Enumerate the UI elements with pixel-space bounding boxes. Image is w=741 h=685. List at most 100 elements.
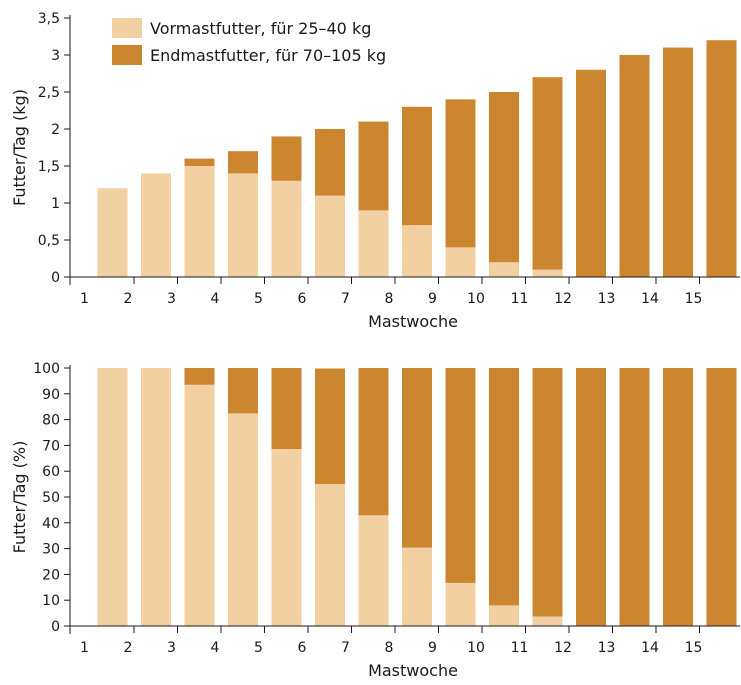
legend: Vormastfutter, für 25–40 kg Endmastfutter…	[112, 18, 386, 65]
x-tick-label: 12	[554, 640, 572, 656]
bar-endmast-week-10	[489, 368, 519, 606]
x-tick-label: 9	[428, 291, 437, 307]
bar-endmast-week-15	[706, 368, 737, 626]
x-tick-label: 10	[467, 640, 485, 656]
bar-endmast-week-3	[184, 158, 215, 166]
bar-endmast-week-11	[532, 368, 563, 617]
bar-endmast-week-12	[576, 368, 606, 626]
bar-endmast-week-9	[445, 368, 476, 583]
x-tick-label: 2	[124, 291, 133, 307]
x-tick-label: 4	[211, 291, 220, 307]
x-tick-label: 2	[124, 640, 133, 656]
x-tick-label: 5	[254, 291, 263, 307]
x-axis-title: Mastwoche	[368, 312, 458, 331]
bar-endmast-week-8	[402, 368, 432, 548]
bar-vormast-week-10	[489, 605, 519, 626]
bar-vormast-week-6	[315, 484, 345, 626]
y-tick-label: 70	[42, 438, 60, 454]
y-tick-label: 1,5	[38, 159, 60, 175]
bar-vormast-week-2	[141, 173, 171, 277]
x-tick-label: 10	[467, 291, 485, 307]
bar-vormast-week-1	[97, 368, 128, 626]
bar-endmast-week-3	[184, 368, 215, 385]
x-tick-label: 12	[554, 291, 572, 307]
legend-swatch-endmast	[112, 45, 142, 65]
y-tick-label: 30	[42, 542, 60, 558]
y-tick-label: 80	[42, 413, 60, 429]
bar-endmast-week-14	[663, 368, 693, 626]
x-tick-label: 6	[298, 291, 307, 307]
bar-vormast-week-7	[358, 515, 389, 626]
bar-vormast-week-11	[532, 616, 563, 626]
y-tick-label: 0	[51, 619, 60, 635]
x-tick-label: 14	[641, 640, 659, 656]
bar-endmast-week-15	[706, 40, 737, 278]
x-tick-label: 1	[80, 640, 89, 656]
x-tick-label: 15	[685, 640, 703, 656]
bar-endmast-week-4	[228, 151, 258, 174]
bar-endmast-week-13	[619, 55, 650, 277]
bar-vormast-week-7	[358, 210, 389, 277]
bar-vormast-week-8	[402, 225, 432, 277]
x-tick-label: 5	[254, 640, 263, 656]
y-tick-label: 90	[42, 387, 60, 403]
bar-vormast-week-10	[489, 262, 519, 277]
y-axis-title: Futter/Tag (%)	[10, 441, 29, 554]
x-tick-label: 13	[598, 291, 616, 307]
bar-vormast-week-6	[315, 195, 345, 277]
bar-vormast-week-4	[228, 413, 258, 626]
bar-endmast-week-14	[663, 47, 693, 277]
bar-endmast-week-11	[532, 77, 563, 270]
bar-endmast-week-7	[358, 368, 389, 516]
x-tick-label: 7	[341, 640, 350, 656]
legend-label-endmast: Endmastfutter, für 70–105 kg	[150, 46, 386, 65]
x-axis-title: Mastwoche	[368, 661, 458, 680]
y-tick-label: 0	[51, 270, 60, 286]
bar-endmast-week-9	[445, 99, 476, 248]
bar-endmast-week-5	[271, 136, 302, 181]
y-tick-label: 3,5	[38, 11, 60, 27]
y-tick-label: 50	[42, 490, 60, 506]
bar-endmast-week-10	[489, 92, 519, 263]
legend-swatch-vormast	[112, 18, 142, 38]
x-tick-label: 4	[211, 640, 220, 656]
x-tick-label: 15	[685, 291, 703, 307]
x-tick-label: 1	[80, 291, 89, 307]
y-tick-label: 100	[33, 361, 60, 377]
y-tick-label: 10	[42, 593, 60, 609]
bar-endmast-week-5	[271, 368, 302, 450]
x-tick-label: 11	[511, 640, 529, 656]
y-tick-label: 60	[42, 464, 60, 480]
y-tick-label: 0,5	[38, 233, 60, 249]
y-tick-label: 2	[51, 122, 60, 138]
x-tick-label: 3	[167, 291, 176, 307]
x-tick-label: 6	[298, 640, 307, 656]
bar-vormast-week-9	[445, 582, 476, 626]
x-tick-label: 3	[167, 640, 176, 656]
x-tick-label: 8	[385, 640, 394, 656]
y-tick-label: 40	[42, 516, 60, 532]
bar-endmast-week-8	[402, 106, 432, 226]
bar-vormast-week-2	[141, 368, 171, 626]
y-tick-label: 20	[42, 567, 60, 583]
x-tick-label: 14	[641, 291, 659, 307]
bar-vormast-week-5	[271, 180, 302, 277]
bar-endmast-week-12	[576, 69, 606, 277]
bar-endmast-week-7	[358, 121, 389, 211]
x-tick-label: 7	[341, 291, 350, 307]
bar-vormast-week-8	[402, 547, 432, 626]
y-tick-label: 2,5	[38, 85, 60, 101]
y-axis-title: Futter/Tag (kg)	[10, 89, 29, 206]
y-tick-label: 1	[51, 196, 60, 212]
bar-vormast-week-3	[184, 384, 215, 626]
x-tick-label: 8	[385, 291, 394, 307]
bar-vormast-week-4	[228, 173, 258, 277]
bar-endmast-week-4	[228, 368, 258, 414]
bar-vormast-week-9	[445, 247, 476, 277]
x-tick-label: 9	[428, 640, 437, 656]
legend-label-vormast: Vormastfutter, für 25–40 kg	[150, 19, 371, 38]
bar-vormast-week-3	[184, 166, 215, 277]
